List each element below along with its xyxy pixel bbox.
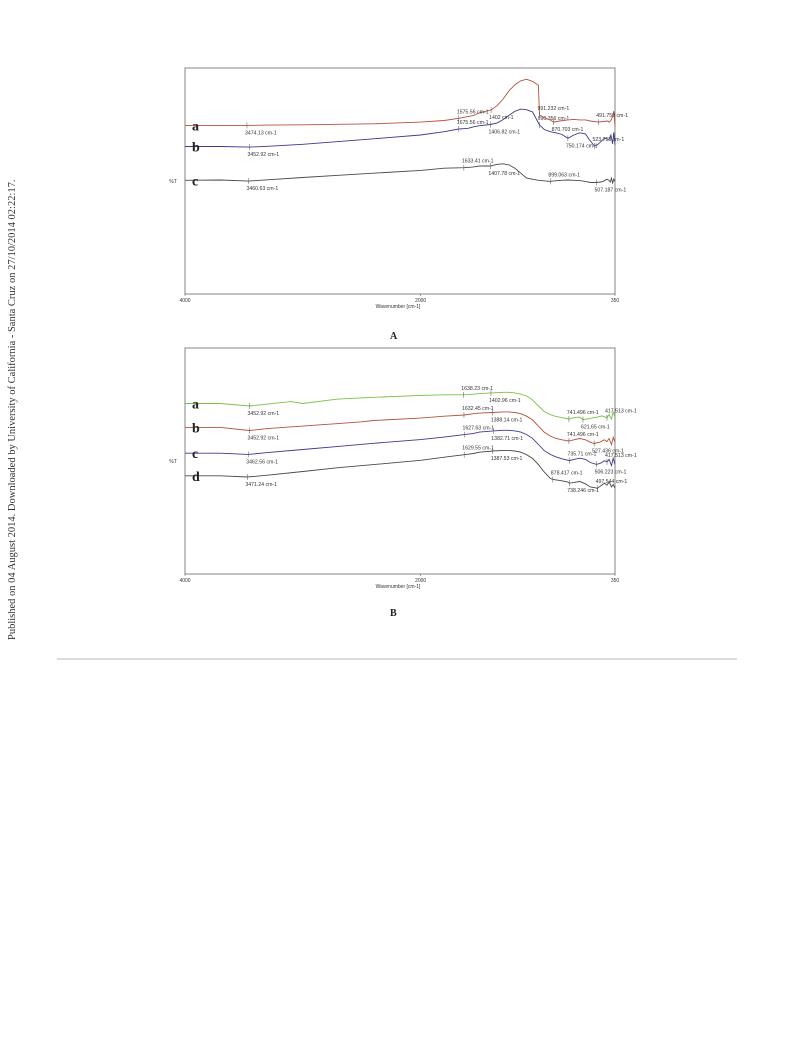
x-axis-label: Wavenumber [cm-1]: [376, 304, 421, 310]
peak-annotation: 621.65 cm-1: [581, 425, 610, 431]
x-tick-label: 2000: [415, 578, 426, 584]
peak-annotation: 1382.71 cm-1: [491, 436, 523, 442]
peak-annotation: 3471.24 cm-1: [245, 482, 277, 488]
series-line-c: [185, 429, 616, 468]
series-line-a: [185, 78, 616, 127]
peak-annotation: 3474.13 cm-1: [245, 130, 277, 136]
peak-annotation: 417.513 cm-1: [605, 409, 637, 415]
peak-annotation: 1402.96 cm-1: [489, 398, 521, 404]
peak-annotation: 741.496 cm-1: [567, 410, 599, 416]
panel-b-caption: B: [390, 608, 397, 619]
x-axis-label: Wavenumber [cm-1]: [376, 584, 421, 590]
peak-annotation: 506.223 cm-1: [595, 469, 627, 475]
series-label-c: c: [192, 174, 198, 189]
series-line-d: [185, 449, 616, 489]
x-tick-label: 350: [611, 298, 620, 304]
plot-frame: [184, 347, 616, 575]
peak-annotation: 3460.63 cm-1: [246, 186, 278, 192]
series-label-a: a: [192, 397, 199, 412]
peak-annotation: 1632.45 cm-1: [462, 406, 494, 412]
y-axis-label: %T: [169, 459, 177, 465]
peak-annotation: 1575.56 cm-1: [457, 109, 489, 115]
peak-annotation: 3452.92 cm-1: [247, 152, 279, 158]
peak-annotation: 491.759 cm-1: [596, 113, 628, 119]
peak-annotation: 991.232 cm-1: [537, 106, 569, 112]
peak-annotation: 1627.63 cm-1: [462, 426, 494, 432]
peak-annotation: 1388.14 cm-1: [491, 417, 523, 423]
peak-annotation: 741.496 cm-1: [567, 432, 599, 438]
ftir-chart-b: 4000 2000 350 Wavenumber [cm-1] %T d 3471.24 c…: [169, 347, 637, 590]
peak-annotation: 738.246 cm-1: [567, 488, 599, 494]
peak-annotation: 3462.56 cm-1: [246, 459, 278, 465]
series-label-b: b: [192, 421, 200, 436]
peak-annotation: 1407.78 cm-1: [488, 171, 520, 177]
peak-annotation: 527.436 cm-1: [592, 448, 624, 454]
ftir-panel-a: 4000 2000 350 Wavenumber [cm-1] %T c 3460.63 c…: [160, 60, 630, 315]
peak-annotation: 523.753 cm-1: [593, 137, 625, 143]
peak-annotation: 1406.82 cm-1: [488, 130, 520, 136]
series-label-a: a: [192, 119, 199, 134]
series-label-d: d: [192, 470, 200, 485]
peak-annotation: 899.063 cm-1: [548, 172, 580, 178]
x-tick-label: 350: [611, 578, 620, 584]
peak-annotation: 1633.41 cm-1: [462, 159, 494, 165]
ftir-chart-a: 4000 2000 350 Wavenumber [cm-1] %T c 3460.63 c…: [169, 67, 628, 310]
series-line-b: [185, 411, 616, 447]
peak-annotation: 1675.56 cm-1: [457, 120, 489, 126]
series-line-c: [184, 163, 616, 185]
peak-annotation: 878.417 cm-1: [551, 471, 583, 477]
peak-annotation: 1638.23 cm-1: [461, 386, 493, 392]
publication-side-note: Published on 04 August 2014. Downloaded …: [7, 179, 18, 640]
x-tick-label: 4000: [179, 578, 190, 584]
peak-annotation: 497.544 cm-1: [596, 479, 628, 485]
peak-annotation: 1629.55 cm-1: [462, 446, 494, 452]
series-line-a: [185, 391, 616, 421]
ftir-panel-b: 4000 2000 350 Wavenumber [cm-1] %T d 3471.24 c…: [160, 340, 637, 595]
peak-annotation: 1402 cm-1: [489, 115, 514, 121]
peak-annotation: 3452.92 cm-1: [247, 411, 279, 417]
x-tick-label: 2000: [415, 298, 426, 304]
series-label-b: b: [192, 141, 200, 156]
y-axis-label: %T: [169, 179, 177, 185]
peak-annotation: 417.513 cm-1: [605, 453, 637, 459]
panel-a-caption: A: [390, 331, 398, 342]
peak-annotation: 735.71 cm-1: [568, 452, 597, 458]
section-divider: [57, 658, 737, 660]
peak-annotation: 1387.53 cm-1: [491, 456, 523, 462]
series-line-b: [185, 108, 616, 148]
peak-annotation: 3452.92 cm-1: [247, 435, 279, 441]
series-label-c: c: [192, 447, 198, 462]
peak-annotation: 870.703 cm-1: [552, 127, 584, 133]
peak-annotation: 750.174 cm-1: [566, 143, 598, 149]
x-tick-label: 4000: [179, 298, 190, 304]
peak-annotation: 507.187 cm-1: [595, 188, 627, 194]
